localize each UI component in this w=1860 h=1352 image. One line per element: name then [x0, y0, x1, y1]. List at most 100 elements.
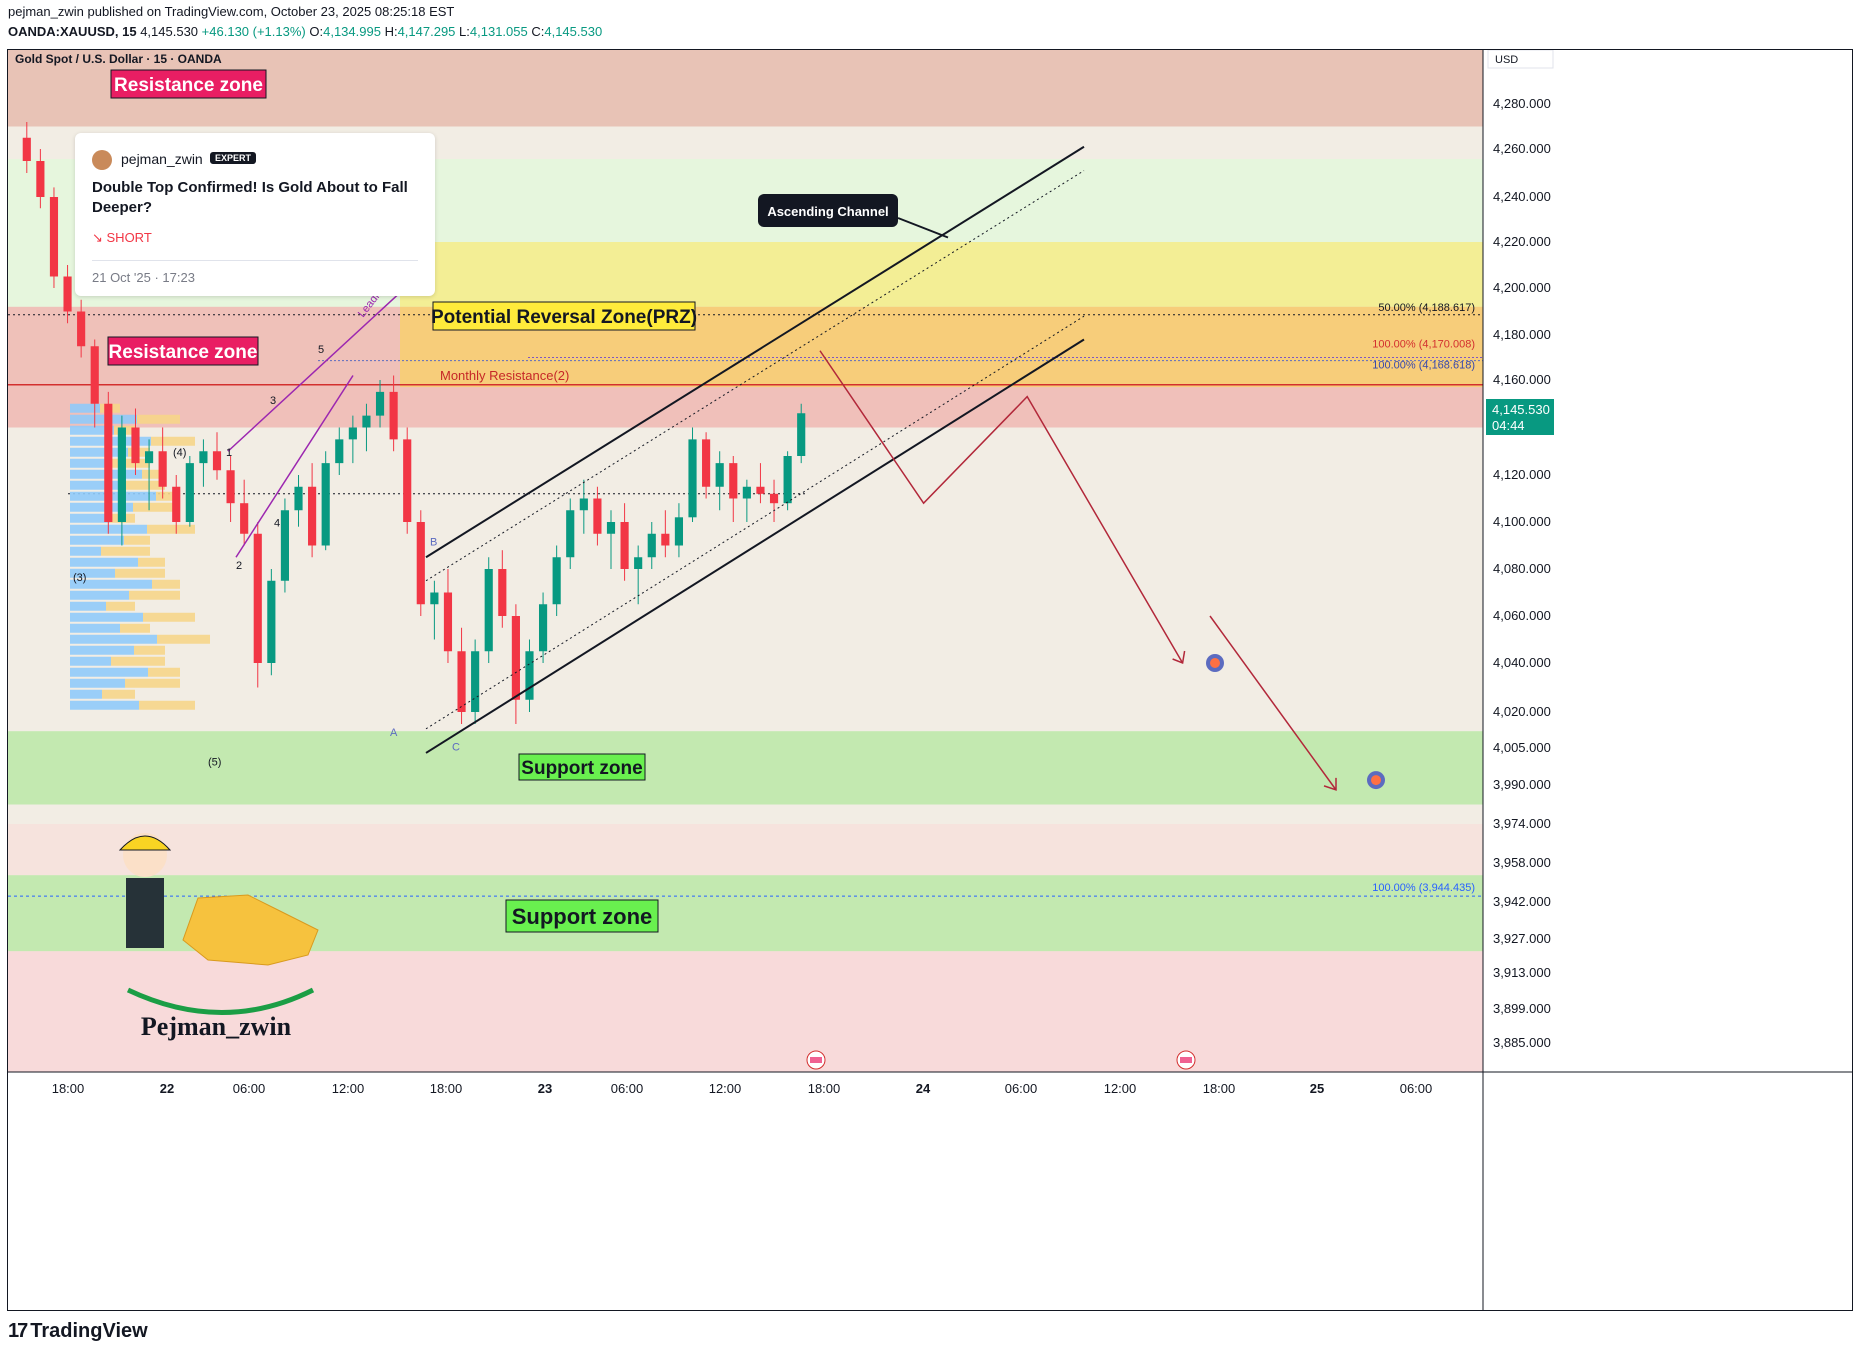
candle [362, 415, 371, 428]
y-tick-label: 3,942.000 [1493, 894, 1551, 909]
volume-profile-bar [70, 513, 110, 523]
y-tick-label: 4,220.000 [1493, 234, 1551, 249]
lower-pink-band [8, 824, 1483, 876]
card-divider [92, 260, 418, 261]
volume-profile-bar [70, 667, 148, 677]
candle [104, 403, 113, 522]
idea-card[interactable]: pejman_zwin EXPERT Double Top Confirmed!… [75, 133, 435, 296]
y-tick-label: 3,958.000 [1493, 855, 1551, 870]
prz-zone-upper [400, 242, 1483, 307]
volume-profile-bar [70, 447, 128, 457]
fib-3944-label: 100.00% (3,944.435) [1372, 882, 1475, 894]
change-value: +46.130 (+1.13%) [201, 24, 306, 39]
candle [308, 486, 317, 546]
volume-profile-bar [102, 689, 135, 699]
wave-label: 2 [236, 560, 242, 572]
chart-frame [7, 49, 1853, 1311]
volume-profile-bar [151, 436, 195, 446]
wave-label: (3) [73, 572, 86, 584]
volume-profile-bar [139, 700, 195, 710]
candle [131, 427, 140, 464]
candle [769, 493, 779, 504]
volume-profile-bar [70, 425, 114, 435]
wave-label: 3 [270, 395, 276, 407]
last-price-tag [1486, 399, 1554, 435]
candle [240, 503, 249, 534]
candle [403, 439, 412, 522]
x-tick-label: 18:00 [1203, 1081, 1236, 1096]
y-tick-label: 4,020.000 [1493, 704, 1551, 719]
candle [783, 456, 792, 504]
y-tick-label: 4,160.000 [1493, 372, 1551, 387]
footer-brand[interactable]: 17 TradingView [8, 1320, 148, 1343]
x-tick-label: 06:00 [1400, 1081, 1433, 1096]
channel-upper-line [425, 145, 1085, 559]
volume-profile-bar [142, 469, 165, 479]
chart-canvas[interactable]: 50.00% (4,188.617) 100.00% (4,170.008) 100… [8, 50, 1852, 1310]
x-tick-label: 23 [538, 1081, 552, 1096]
currency-box [1487, 50, 1554, 69]
candle [212, 451, 222, 471]
volume-profile-bar [125, 678, 180, 688]
short-badge: ↘ SHORT [92, 230, 152, 245]
y-tick-label: 4,120.000 [1493, 467, 1551, 482]
candle [199, 451, 208, 464]
y-tick-label: 4,100.000 [1493, 514, 1551, 529]
candle [566, 510, 575, 558]
wave-label: (5) [208, 756, 221, 768]
candle [484, 569, 493, 652]
y-tick-label: 3,885.000 [1493, 1035, 1551, 1050]
candle [742, 486, 751, 499]
forecast-path-1 [819, 350, 1184, 664]
wave-label: 5 [318, 344, 324, 356]
forecast-arrow-2 [1323, 777, 1337, 791]
y-tick-label: 3,990.000 [1493, 777, 1551, 792]
brand-name: TradingView [30, 1320, 148, 1342]
volume-profile-bar [147, 524, 195, 534]
candle [606, 522, 616, 534]
fib-50-label: 50.00% (4,188.617) [1378, 302, 1475, 314]
candle [620, 522, 629, 569]
candle [702, 439, 711, 487]
volume-profile-bar [119, 480, 165, 490]
candle [552, 557, 561, 605]
close-value: 4,145.530 [544, 24, 603, 39]
wave-label: 4 [274, 518, 280, 530]
candle [49, 197, 59, 277]
x-tick-label: 12:00 [332, 1081, 365, 1096]
prz-label-box [432, 301, 696, 331]
volume-profile-bar [105, 458, 150, 468]
x-tick-label: 22 [160, 1081, 174, 1096]
candle [756, 486, 765, 494]
x-tick-label: 18:00 [52, 1081, 85, 1096]
volume-profile-bar [70, 535, 124, 545]
y-tick-label: 3,974.000 [1493, 816, 1551, 831]
candle [593, 498, 602, 534]
candle [280, 510, 290, 581]
y-tick-label: 4,005.000 [1493, 740, 1551, 755]
volume-profile-bar [70, 557, 138, 567]
forecast-arrow-1 [1172, 650, 1186, 665]
y-tick-label: 4,080.000 [1493, 561, 1551, 576]
volume-profile-bar [70, 579, 152, 589]
target-icon-inner [1371, 775, 1381, 786]
volume-profile-bar [70, 480, 119, 490]
price-axis [1483, 50, 1852, 1072]
candle [430, 592, 439, 605]
y-tick-label: 4,280.000 [1493, 96, 1551, 111]
publisher-line: pejman_zwin published on TradingView.com… [8, 4, 455, 19]
candle [226, 470, 235, 504]
x-tick-label: 12:00 [1104, 1081, 1137, 1096]
expert-badge: EXPERT [210, 152, 257, 164]
us-flag-icon-stripe [1180, 1057, 1192, 1063]
wave-label: C [452, 741, 460, 753]
volume-profile-bar [70, 612, 143, 622]
x-tick-label: 06:00 [611, 1081, 644, 1096]
y-tick-label: 4,060.000 [1493, 608, 1551, 623]
resistance-zone-label-top-box [110, 69, 267, 99]
candle [498, 569, 507, 616]
candle [267, 580, 276, 663]
miner-helmet-icon [118, 835, 172, 851]
candle [416, 522, 425, 605]
volume-profile-bar [120, 623, 150, 633]
